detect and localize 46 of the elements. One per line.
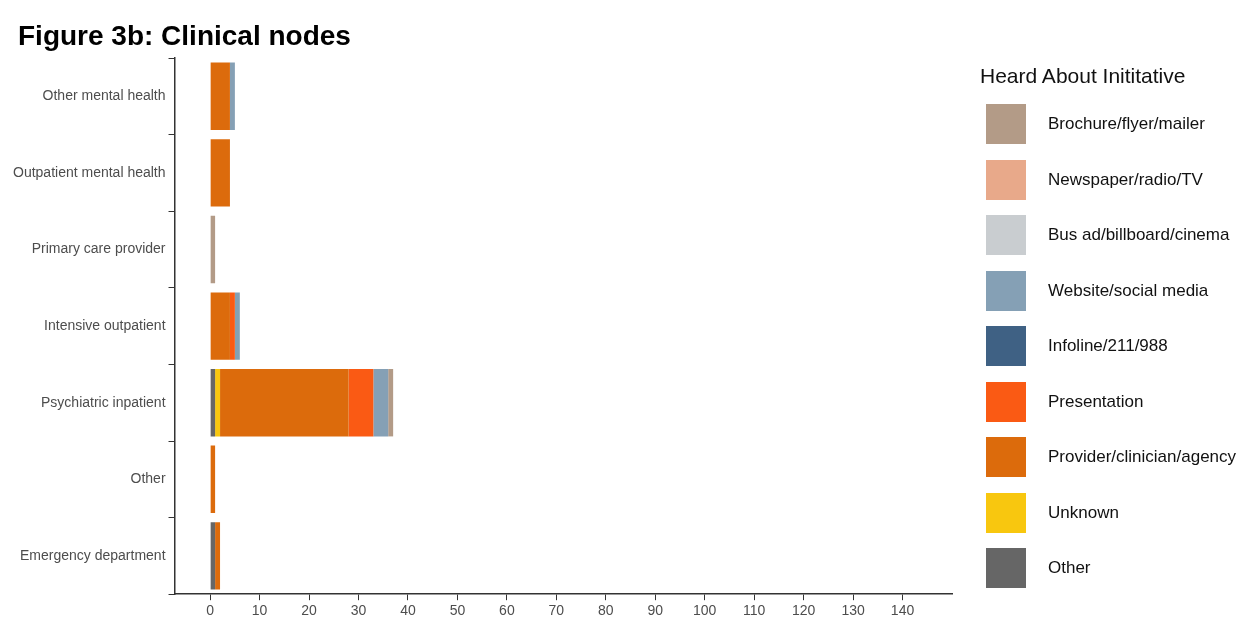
y-tick-label: Other	[130, 470, 166, 487]
legend-label: Brochure/flyer/mailer	[1048, 114, 1205, 134]
legend-label: Other	[1048, 558, 1091, 578]
x-tick-label: 20	[301, 602, 318, 619]
bar	[373, 369, 389, 437]
x-tick-label: 0	[206, 602, 215, 619]
bar	[215, 522, 221, 590]
x-tick-label: 60	[499, 602, 515, 619]
bar	[348, 369, 374, 437]
y-tick-label: Other mental health	[42, 87, 166, 104]
legend-label: Provider/clinician/agency	[1048, 447, 1237, 467]
y-tick-label: Intensive outpatient	[44, 316, 166, 333]
bar	[220, 369, 349, 437]
y-tick-label: Psychiatric inpatient	[41, 393, 166, 410]
y-tick-label: Primary care provider	[31, 240, 166, 257]
y-tick-label: Outpatient mental health	[13, 163, 166, 180]
x-tick-label: 140	[890, 602, 915, 619]
legend-label: Website/social media	[1048, 280, 1209, 301]
legend-label: Bus ad/billboard/cinema	[1048, 225, 1230, 245]
bar	[210, 62, 230, 130]
x-tick-label: 120	[791, 602, 816, 619]
x-tick-label: 30	[350, 602, 367, 619]
chart-title: Figure 3b: Clinical nodes	[18, 20, 351, 52]
bar	[210, 292, 230, 360]
bar	[229, 292, 235, 360]
x-tick-label: 130	[841, 602, 865, 619]
bar	[210, 139, 230, 207]
bar	[210, 522, 216, 590]
legend-label: Infoline/211/988	[1048, 336, 1168, 356]
x-tick-label: 40	[400, 602, 416, 619]
bar	[234, 292, 240, 360]
x-tick-label: 110	[743, 602, 766, 619]
x-tick-label: 80	[598, 602, 614, 619]
x-tick-label: 90	[647, 602, 664, 619]
x-tick-label: 70	[548, 602, 565, 619]
legend-label: Presentation	[1048, 391, 1144, 412]
x-tick-label: 10	[251, 602, 268, 619]
bar	[229, 62, 235, 130]
bar	[215, 369, 221, 437]
bar	[388, 369, 394, 437]
y-tick-label: Emergency department	[20, 546, 166, 563]
x-tick-label: 100	[693, 602, 717, 619]
legend-label: Unknown	[1048, 502, 1119, 523]
legend-label: Newspaper/radio/TV	[1048, 169, 1203, 190]
x-tick-label: 50	[449, 602, 466, 619]
legend-title: Heard About Inititative	[980, 64, 1187, 88]
